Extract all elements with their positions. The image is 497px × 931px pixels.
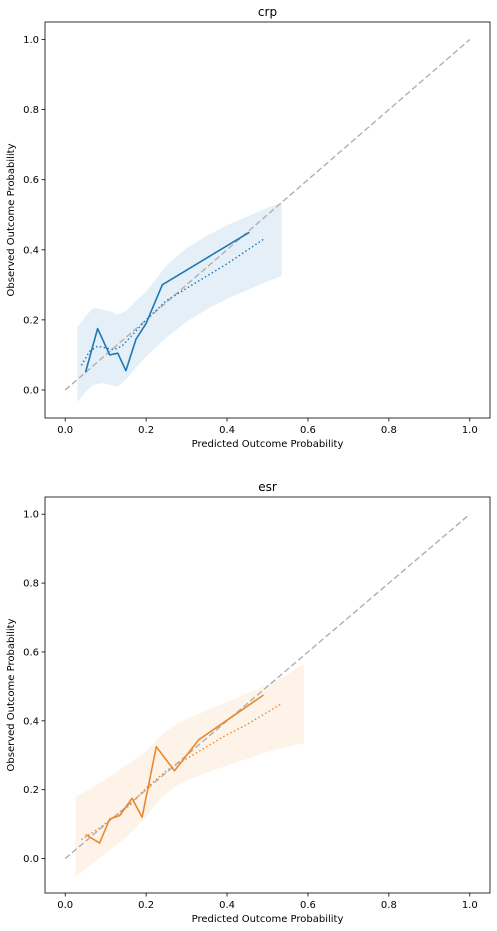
calibration-panel-esr: 0.0 0.2 0.4 0.6 0.8 1.0 0.0 0.2 0.4 0.6 0.8 1.0 es… bbox=[6, 480, 491, 925]
reference-line-layer bbox=[64, 513, 471, 860]
x-tick-label: 0.0 bbox=[57, 900, 73, 911]
confidence-band bbox=[77, 202, 282, 403]
perfect-calibration-line bbox=[64, 513, 471, 860]
y-tick-label: 0.8 bbox=[23, 579, 39, 590]
y-tick-label: 1.0 bbox=[23, 35, 39, 46]
x-axis-title: Predicted Outcome Probability bbox=[192, 439, 344, 450]
x-tick-label: 0.8 bbox=[381, 900, 397, 911]
plot-frame bbox=[44, 496, 491, 894]
y-tick-label: 0.6 bbox=[23, 647, 39, 658]
x-tick-label: 1.0 bbox=[462, 900, 478, 911]
x-ticks: 0.0 0.2 0.4 0.6 0.8 1.0 bbox=[57, 418, 478, 436]
y-tick-label: 0.2 bbox=[23, 785, 39, 796]
confidence-band bbox=[75, 664, 304, 878]
chart-title: esr bbox=[258, 480, 277, 494]
x-tick-label: 0.4 bbox=[219, 425, 235, 436]
confidence-band-layer bbox=[75, 664, 304, 878]
y-tick-label: 0.2 bbox=[23, 315, 39, 326]
y-tick-label: 0.0 bbox=[23, 854, 39, 865]
y-tick-label: 0.4 bbox=[23, 245, 39, 256]
y-axis-title: Observed Outcome Probability bbox=[6, 143, 17, 296]
smoothed-calibration-curve bbox=[80, 238, 264, 366]
perfect-calibration-line bbox=[64, 38, 471, 391]
x-tick-label: 1.0 bbox=[462, 425, 478, 436]
y-tick-label: 1.0 bbox=[23, 510, 39, 521]
calibration-panel-crp: 0.0 0.2 0.4 0.6 0.8 1.0 0.0 0.2 0.4 0.6 0.8 1.0 cr… bbox=[6, 5, 491, 450]
observed-calibration-curve bbox=[85, 694, 264, 844]
x-tick-label: 0.6 bbox=[300, 425, 316, 436]
plot-frame bbox=[44, 21, 491, 419]
observed-curve-layer bbox=[85, 694, 264, 844]
x-axis-title: Predicted Outcome Probability bbox=[192, 914, 344, 925]
y-ticks: 0.0 0.2 0.4 0.6 0.8 1.0 bbox=[23, 35, 45, 396]
chart-title: crp bbox=[258, 5, 277, 19]
y-tick-label: 0.0 bbox=[23, 385, 39, 396]
y-axis-title: Observed Outcome Probability bbox=[6, 618, 17, 771]
x-tick-label: 0.2 bbox=[138, 900, 154, 911]
observed-calibration-curve bbox=[84, 231, 250, 373]
y-tick-label: 0.4 bbox=[23, 716, 39, 727]
x-tick-label: 0.8 bbox=[381, 425, 397, 436]
x-tick-label: 0.0 bbox=[57, 425, 73, 436]
y-tick-label: 0.6 bbox=[23, 175, 39, 186]
confidence-band-layer bbox=[77, 202, 282, 403]
reference-line-layer bbox=[64, 38, 471, 391]
y-tick-label: 0.8 bbox=[23, 105, 39, 116]
y-ticks: 0.0 0.2 0.4 0.6 0.8 1.0 bbox=[23, 510, 45, 865]
x-tick-label: 0.6 bbox=[300, 900, 316, 911]
observed-curve-layer bbox=[84, 231, 250, 373]
x-tick-label: 0.2 bbox=[138, 425, 154, 436]
x-tick-label: 0.4 bbox=[219, 900, 235, 911]
x-ticks: 0.0 0.2 0.4 0.6 0.8 1.0 bbox=[57, 893, 478, 911]
smoothed-curve-layer bbox=[80, 238, 264, 366]
